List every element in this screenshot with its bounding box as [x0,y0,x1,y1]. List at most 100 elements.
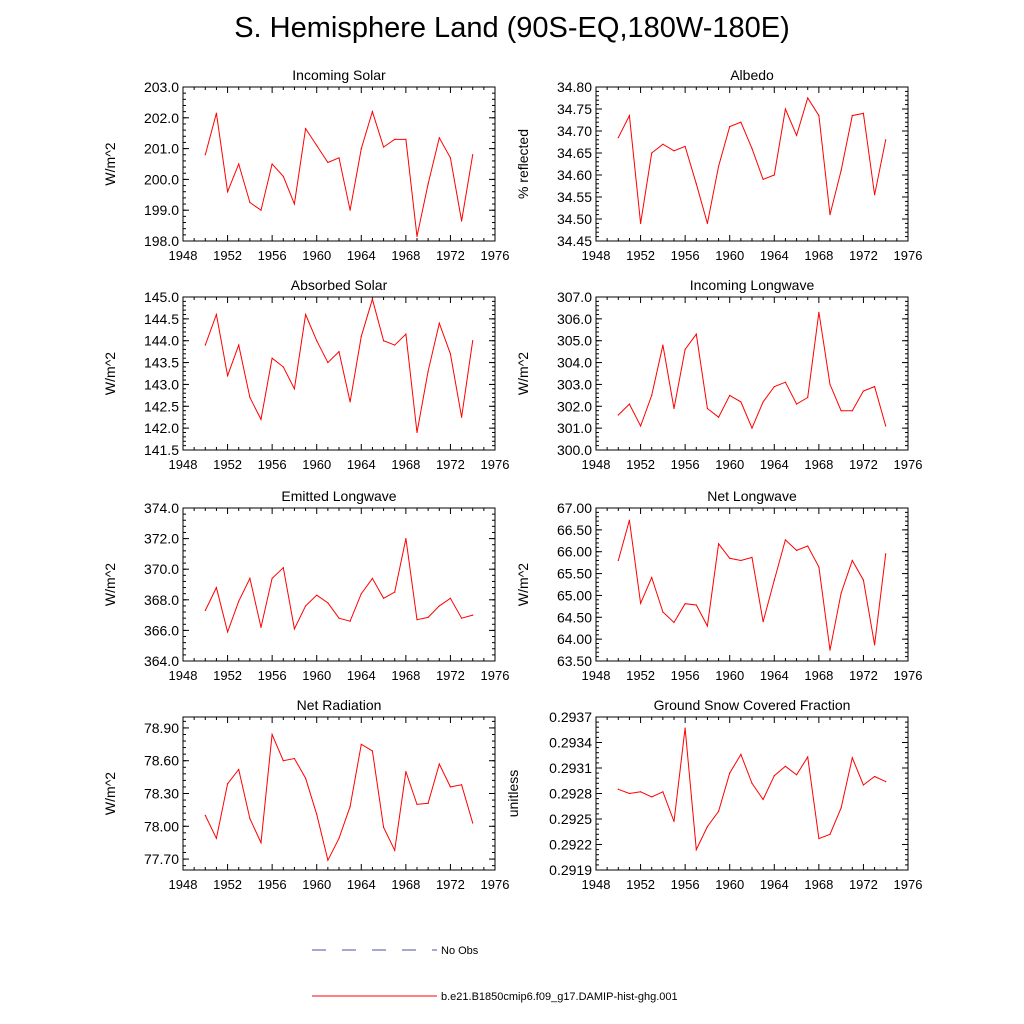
x-tick-label: 1952 [213,248,242,263]
panel-net-radiation: Net Radiation 1948 1952 1956 1960 1964 1968 197… [102,697,509,892]
x-tick-label: 1960 [715,457,744,472]
data-point [249,818,251,820]
data-point [327,361,329,364]
data-point [282,760,284,762]
x-tick-label: 1952 [626,248,655,263]
y-tick-label: 78.60 [144,753,179,769]
x-tick-label: 1948 [169,457,198,472]
x-tick-label: 1968 [804,668,833,683]
x-tick-label: 1976 [894,877,923,892]
data-point [438,605,440,607]
data-point [304,313,307,316]
data-point [371,750,374,752]
data-point [215,112,218,114]
y-tick-label: 34.65 [557,145,592,161]
x-tick-label: 1964 [760,457,789,472]
x-tick-label: 1956 [671,668,700,683]
data-point [784,108,787,110]
data-point [795,774,798,776]
panel-title: Net Longwave [707,488,797,504]
x-tick-label: 1976 [894,457,923,472]
data-point [807,756,809,758]
data-point [784,539,787,541]
data-point [360,593,362,595]
panel-title: Incoming Solar [292,67,386,83]
data-point [740,401,742,403]
x-tick-label: 1976 [481,248,510,263]
y-tick-label: 0.2928 [549,786,592,802]
data-point [371,298,374,300]
data-point [316,144,318,147]
x-tick-label: 1976 [894,248,923,263]
y-tick-label: 200.0 [144,171,179,187]
x-tick-label: 1968 [804,877,833,892]
x-tick-label: 1968 [804,248,833,263]
y-tick-label: 65.50 [557,566,592,582]
data-point [662,791,664,793]
data-point [360,148,362,150]
panel-title: Albedo [730,67,774,83]
y-tick-label: 143.0 [144,376,179,392]
data-point [762,401,764,403]
data-point [304,777,307,779]
x-tick-label: 1968 [391,668,420,683]
x-tick-label: 1960 [715,248,744,263]
data-point [818,115,820,117]
data-point [349,209,351,211]
data-point [729,126,731,128]
x-tick-label: 1964 [347,668,376,683]
data-point [706,826,709,828]
data-point [628,403,631,405]
data-point [885,781,887,783]
y-tick-label: 302.0 [557,398,592,414]
data-point [282,567,284,569]
y-tick-label: 142.0 [144,420,179,436]
data-point [271,163,273,165]
data-point [751,782,753,784]
x-tick-label: 1972 [849,457,878,472]
data-point [382,597,385,599]
data-point [873,775,876,778]
data-point [628,115,631,117]
data-point [271,357,273,359]
data-point [338,837,340,839]
y-tick-label: 372.0 [144,531,179,547]
y-tick-label: 66.50 [557,522,592,538]
y-tick-label: 0.2934 [549,735,592,751]
x-tick-label: 1968 [804,457,833,472]
data-point [639,791,642,793]
data-point [204,814,206,816]
x-tick-label: 1960 [715,668,744,683]
data-point [717,165,720,167]
data-point [382,826,385,828]
data-point [427,616,429,618]
data-point [773,174,775,176]
data-point [684,727,686,729]
data-point [260,418,262,420]
x-tick-label: 1964 [760,668,789,683]
data-point [695,333,697,335]
x-tick-label: 1968 [391,457,420,472]
y-tick-label: 306.0 [557,311,592,327]
data-point [673,820,675,823]
data-point [829,383,831,386]
data-point [851,115,853,117]
data-point [829,214,831,216]
data-point [360,743,362,745]
y-tick-label: 34.55 [557,189,592,205]
x-tick-label: 1956 [671,457,700,472]
panel-title: Net Radiation [297,697,382,713]
x-tick-label: 1952 [213,668,242,683]
data-point [472,340,474,342]
x-tick-label: 1972 [849,248,878,263]
y-tick-label: 304.0 [557,355,592,371]
data-point [818,566,820,568]
data-point [382,340,385,342]
y-tick-label: 65.00 [557,587,592,603]
data-point [293,757,296,760]
data-point [405,138,407,140]
data-point [338,351,340,353]
data-point [729,772,731,774]
